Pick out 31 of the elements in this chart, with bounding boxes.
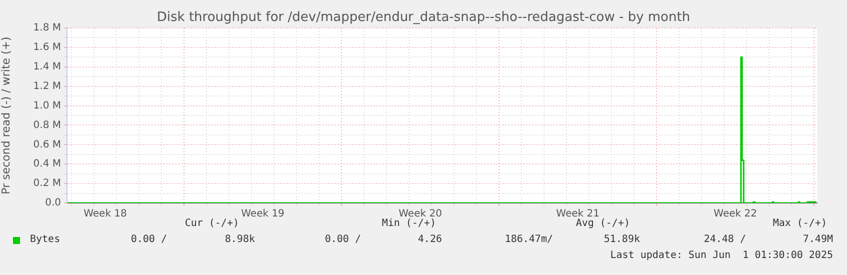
y-tick-label: 1.0 M <box>33 100 61 112</box>
x-tick-label: Week 22 <box>714 208 757 220</box>
text: 7.49M <box>802 234 833 246</box>
text: Last update: Sun Jun 1 01:30:00 2025 <box>610 250 833 262</box>
text: 0.00 / <box>324 234 361 246</box>
y-tick-label: 0.8 M <box>33 120 61 131</box>
y-tick-label: 1.4 M <box>33 61 61 72</box>
x-tick-label: Week 20 <box>398 208 442 220</box>
x-tick-label: Week 21 <box>556 208 600 220</box>
text: 8.98k <box>224 234 255 246</box>
text: 0.00 / <box>130 234 167 246</box>
y-tick-label: 0.2 M <box>33 178 61 190</box>
x-tick-label: Week 19 <box>241 208 284 220</box>
y-tick-label: 0.0 <box>45 198 61 209</box>
y-tick-label: 0.4 M <box>33 158 61 170</box>
text: Max (-/+) <box>772 218 827 230</box>
text: 186.47m/ <box>504 234 553 246</box>
y-axis-title: Pr second read (-) / write (+) <box>0 36 12 194</box>
chart-title: Disk throughput for /dev/mapper/endur_data-snap--sho--redagast-cow - by month <box>156 10 690 25</box>
text: Avg (-/+) <box>576 218 630 230</box>
legend-label: Bytes <box>30 234 60 246</box>
x-tick-label: Week 18 <box>84 208 127 220</box>
y-tick-label: 1.8 M <box>33 22 61 34</box>
text: 51.89k <box>604 234 640 246</box>
text: Min (-/+) <box>382 218 436 230</box>
y-tick-label: 0.6 M <box>33 139 61 150</box>
text: Cur (-/+) <box>184 218 239 230</box>
y-tick-label: 1.6 M <box>33 42 61 54</box>
text: 24.48 / <box>704 234 746 246</box>
y-tick-label: 1.2 M <box>33 80 61 92</box>
text: 4.26 <box>418 234 442 246</box>
